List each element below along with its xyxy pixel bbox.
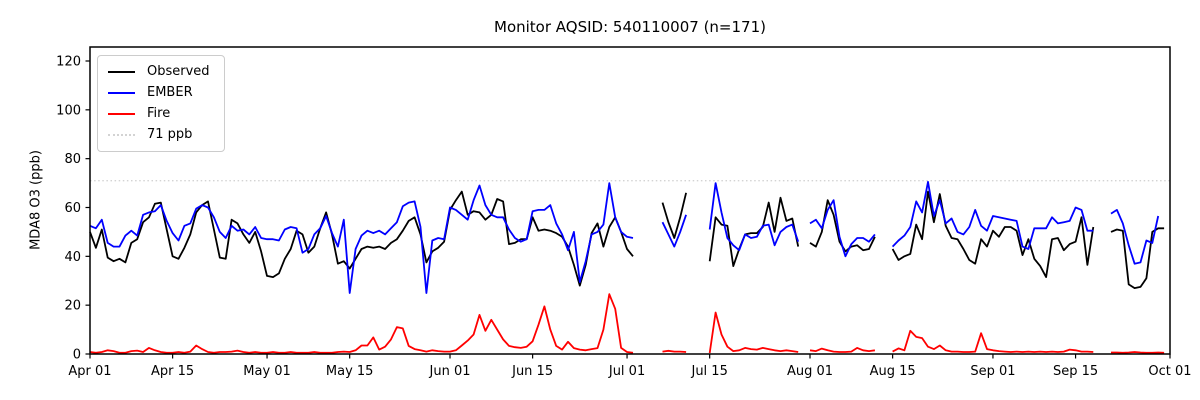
y-tick-label: 40 xyxy=(64,250,81,265)
y-tick-label: 120 xyxy=(56,55,81,70)
legend-swatch-threshold xyxy=(108,134,135,136)
series-ember-line xyxy=(891,180,1094,250)
x-tick-label: Sep 15 xyxy=(1053,364,1098,379)
series-ember-line xyxy=(661,214,687,248)
series-ember-line xyxy=(809,199,876,258)
y-tick-label: 100 xyxy=(56,103,81,118)
legend-swatch-ember xyxy=(108,92,135,94)
chart-title: Monitor AQSID: 540110007 (n=171) xyxy=(494,18,766,36)
legend-item-fire: Fire xyxy=(108,106,210,122)
legend-label-ember: EMBER xyxy=(147,85,193,100)
x-tick-label: Jun 15 xyxy=(511,364,553,379)
y-tick-label: 20 xyxy=(64,299,81,314)
series-fire-line xyxy=(809,346,876,353)
plot-frame xyxy=(89,46,1171,355)
y-tick-label: 0 xyxy=(73,348,81,363)
series-fire-line xyxy=(1111,351,1165,354)
x-tick-label: Apr 01 xyxy=(68,364,111,379)
series-observed-line xyxy=(708,196,800,268)
x-tick-label: Oct 01 xyxy=(1148,364,1191,379)
series-ember-line xyxy=(1110,208,1160,265)
legend-label-threshold: 71 ppb xyxy=(147,127,193,142)
series-observed-line xyxy=(1110,227,1165,290)
series-observed-line xyxy=(661,192,687,239)
legend-label-observed: Observed xyxy=(147,64,210,79)
series-fire-line xyxy=(892,329,1094,353)
x-tick-label: Aug 01 xyxy=(787,364,833,379)
legend-swatch-observed xyxy=(108,71,135,73)
series-observed-line xyxy=(891,190,1095,279)
x-tick-label: Aug 15 xyxy=(870,364,916,379)
series-observed-line xyxy=(89,190,634,287)
x-tick-label: Jul 15 xyxy=(690,364,727,379)
legend-item-threshold: 71 ppb xyxy=(108,127,210,143)
legend: Observed EMBER Fire 71 ppb xyxy=(97,55,225,152)
legend-label-fire: Fire xyxy=(147,106,171,121)
y-tick-label: 60 xyxy=(64,201,81,216)
series-ember-line xyxy=(89,182,634,294)
legend-item-observed: Observed xyxy=(108,64,210,80)
series-fire-line xyxy=(89,293,634,354)
series-fire-line xyxy=(662,349,687,353)
x-tick-label: Jun 01 xyxy=(429,364,471,379)
series-fire-line xyxy=(708,311,799,354)
legend-item-ember: EMBER xyxy=(108,85,210,101)
x-tick-label: May 15 xyxy=(326,364,374,379)
x-tick-label: Sep 01 xyxy=(970,364,1015,379)
x-tick-label: Apr 15 xyxy=(151,364,194,379)
y-tick-label: 80 xyxy=(64,152,81,167)
x-tick-label: May 01 xyxy=(243,364,291,379)
legend-swatch-fire xyxy=(108,113,135,115)
x-tick-label: Jul 01 xyxy=(608,364,645,379)
series-ember-line xyxy=(708,182,800,252)
